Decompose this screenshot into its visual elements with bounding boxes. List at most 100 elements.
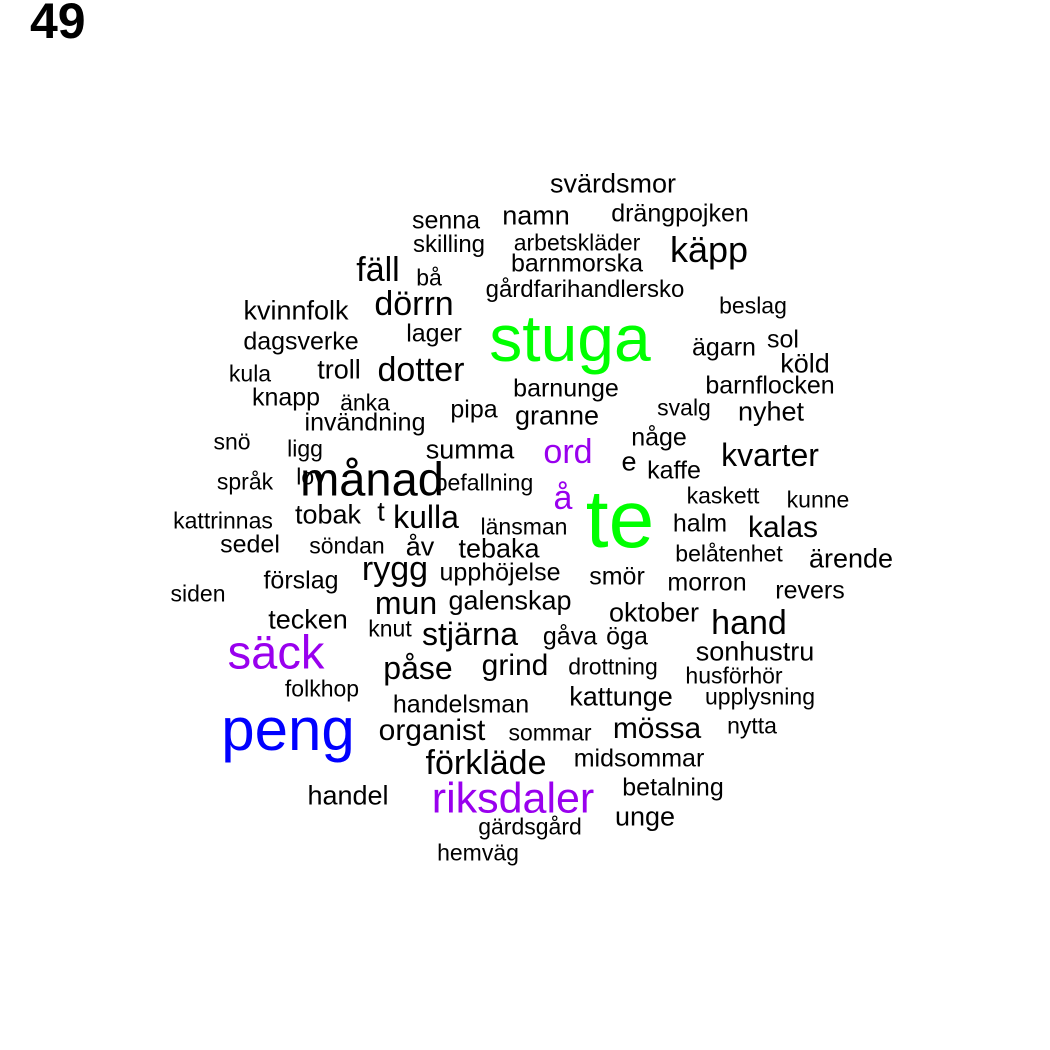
- word-barnmorska: barnmorska: [511, 249, 643, 278]
- word-sol: sol: [767, 325, 799, 354]
- word-gava: gåva: [542, 622, 598, 651]
- word-morron: morron: [667, 568, 747, 597]
- word-manad: månad: [300, 452, 444, 506]
- page-number: 49: [30, 0, 86, 49]
- word-revers: revers: [775, 576, 845, 605]
- word-lov: lov: [296, 463, 326, 490]
- word-mossa: mössa: [612, 712, 702, 745]
- word-skilling: skilling: [412, 231, 486, 258]
- word-halm: halm: [672, 509, 728, 538]
- word-sack: säck: [227, 625, 325, 679]
- word-knapp: knapp: [251, 383, 321, 412]
- word-lansman: länsman: [480, 513, 568, 540]
- word-ligg: ligg: [287, 435, 323, 462]
- word-tecken: tecken: [268, 604, 348, 635]
- word-svardsmor: svärdsmor: [549, 168, 677, 199]
- word-ba: bå: [416, 264, 442, 291]
- word-kalas: kalas: [747, 511, 819, 544]
- word-organist: organist: [378, 714, 486, 747]
- word-fall: fäll: [356, 251, 400, 289]
- word-troll: troll: [317, 354, 361, 385]
- word-oga: öga: [606, 622, 648, 651]
- word-kulla: kulla: [393, 499, 459, 535]
- word-dagsverke: dagsverke: [243, 327, 359, 356]
- word-belatenhet: belåtenhet: [675, 540, 783, 567]
- word-nyhet: nyhet: [737, 396, 805, 427]
- word-unge: unge: [614, 801, 676, 832]
- word-dorrn: dörrn: [374, 285, 454, 323]
- word-kaffe: kaffe: [647, 456, 701, 485]
- word-kvinnfolk: kvinnfolk: [243, 295, 349, 326]
- word-peng: peng: [221, 696, 355, 763]
- word-folkhop: folkhop: [284, 675, 360, 702]
- word-oktober: oktober: [608, 597, 700, 628]
- word-nytta: nytta: [727, 712, 777, 739]
- word-kattunge: kattunge: [569, 681, 673, 712]
- word-hand: hand: [711, 604, 787, 642]
- word-sondan: söndan: [309, 532, 385, 559]
- word-gardsgard: gärdsgård: [478, 813, 582, 840]
- word-sommar: sommar: [508, 719, 592, 746]
- word-kula: kula: [228, 360, 272, 387]
- word-siden: siden: [170, 580, 226, 607]
- word-riksdaler: riksdaler: [431, 774, 595, 823]
- word-lager: lager: [406, 319, 462, 348]
- word-nage: någe: [631, 423, 687, 452]
- word-svalg: svalg: [657, 394, 711, 421]
- word-agarn: ägarn: [692, 333, 756, 362]
- word-beslag: beslag: [719, 292, 787, 319]
- word-forslag: förslag: [263, 566, 339, 595]
- word-pase: påse: [383, 650, 453, 686]
- word-galenskap: galenskap: [448, 585, 572, 616]
- word-kunne: kunne: [786, 486, 850, 513]
- word-upplysning: upplysning: [705, 683, 815, 710]
- word-namn: namn: [502, 200, 570, 231]
- word-t: t: [377, 496, 385, 527]
- word-upphojelse: upphöjelse: [439, 558, 561, 587]
- word-kvarter: kvarter: [721, 437, 819, 473]
- word-gardfarihandlersko: gårdfarihandlersko: [485, 276, 685, 303]
- word-arbetsklader: arbetskläder: [513, 229, 641, 256]
- word-husforhor: husförhör: [685, 662, 783, 689]
- word-betalning: betalning: [622, 773, 724, 802]
- word-hemvag: hemväg: [437, 839, 519, 866]
- word-sedel: sedel: [220, 530, 280, 559]
- word-av: åv: [405, 531, 435, 562]
- word-grind: grind: [481, 649, 549, 682]
- word-kold: köld: [780, 348, 830, 379]
- word-arende: ärende: [808, 543, 894, 574]
- word-sno: snö: [213, 428, 251, 455]
- word-mun: mun: [374, 585, 438, 621]
- word-kaskett: kaskett: [686, 482, 760, 509]
- word-forklade: förkläde: [425, 744, 547, 782]
- word-anka: änka: [340, 389, 390, 416]
- word-pipa: pipa: [450, 395, 498, 424]
- word-te: te: [585, 474, 655, 565]
- word-tobak: tobak: [294, 499, 362, 530]
- word-kapp: käpp: [669, 229, 749, 270]
- word-summa: summa: [425, 434, 515, 465]
- word-handel: handel: [307, 780, 389, 811]
- word-stjarna: stjärna: [421, 616, 519, 652]
- word-granne: granne: [514, 400, 600, 431]
- word-kattrinnas: kattrinnas: [173, 507, 273, 534]
- word-drottning: drottning: [568, 653, 658, 680]
- word-invandning: invändning: [304, 408, 426, 437]
- word-senna: senna: [411, 206, 481, 235]
- word-sonhustru: sonhustru: [695, 636, 815, 667]
- word-dotter: dotter: [377, 351, 465, 389]
- word-a: å: [553, 479, 573, 517]
- word-handelsman: handelsman: [392, 690, 530, 719]
- word-barnflocken: barnflocken: [705, 371, 835, 400]
- word-sprak: språk: [216, 468, 274, 495]
- word-tebaka: tebaka: [458, 533, 540, 564]
- word-ord: ord: [543, 433, 593, 471]
- word-rygg: rygg: [361, 550, 429, 588]
- word-drangpojken: drängpojken: [611, 199, 749, 228]
- word-smor: smör: [589, 562, 645, 591]
- word-stuga: stuga: [489, 301, 651, 375]
- word-knut: knut: [368, 615, 412, 642]
- word-midsommar: midsommar: [573, 744, 705, 773]
- word-e: e: [621, 446, 637, 477]
